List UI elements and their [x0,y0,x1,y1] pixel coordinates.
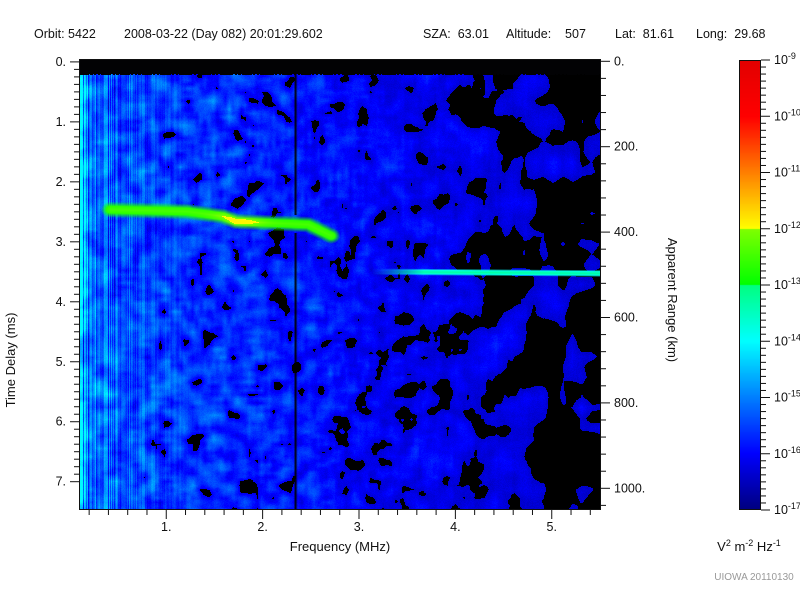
svg-text:0.: 0. [56,55,66,69]
svg-text:5.: 5. [56,355,66,369]
svg-text:5.: 5. [547,520,557,534]
svg-text:10-17: 10-17 [774,501,800,517]
svg-text:Frequency (MHz): Frequency (MHz) [290,539,390,554]
svg-text:V2 m-2 Hz-1: V2 m-2 Hz-1 [717,538,781,554]
svg-text:4.: 4. [450,520,460,534]
svg-text:2.: 2. [257,520,267,534]
svg-text:Time Delay (ms): Time Delay (ms) [3,313,18,408]
svg-text:400.: 400. [614,225,638,239]
svg-text:3.: 3. [354,520,364,534]
svg-text:10-16: 10-16 [774,445,800,461]
svg-text:4.: 4. [56,295,66,309]
svg-text:10-15: 10-15 [774,389,800,405]
svg-text:UIOWA 20110130: UIOWA 20110130 [714,572,794,583]
svg-text:1.: 1. [161,520,171,534]
svg-text:0.: 0. [614,54,624,68]
svg-text:7.: 7. [56,475,66,489]
svg-text:2.: 2. [56,175,66,189]
svg-text:10-13: 10-13 [774,276,800,292]
svg-text:10-10: 10-10 [774,107,800,123]
svg-text:600.: 600. [614,311,638,325]
svg-text:10-14: 10-14 [774,332,800,348]
svg-text:3.: 3. [56,235,66,249]
svg-text:10-11: 10-11 [774,164,800,180]
svg-text:6.: 6. [56,415,66,429]
svg-text:10-9: 10-9 [774,51,796,67]
svg-text:1.: 1. [56,115,66,129]
svg-text:10-12: 10-12 [774,220,800,236]
svg-text:1000.: 1000. [614,481,645,495]
svg-text:800.: 800. [614,396,638,410]
svg-text:Apparent Range (km): Apparent Range (km) [665,238,680,362]
svg-text:200.: 200. [614,140,638,154]
